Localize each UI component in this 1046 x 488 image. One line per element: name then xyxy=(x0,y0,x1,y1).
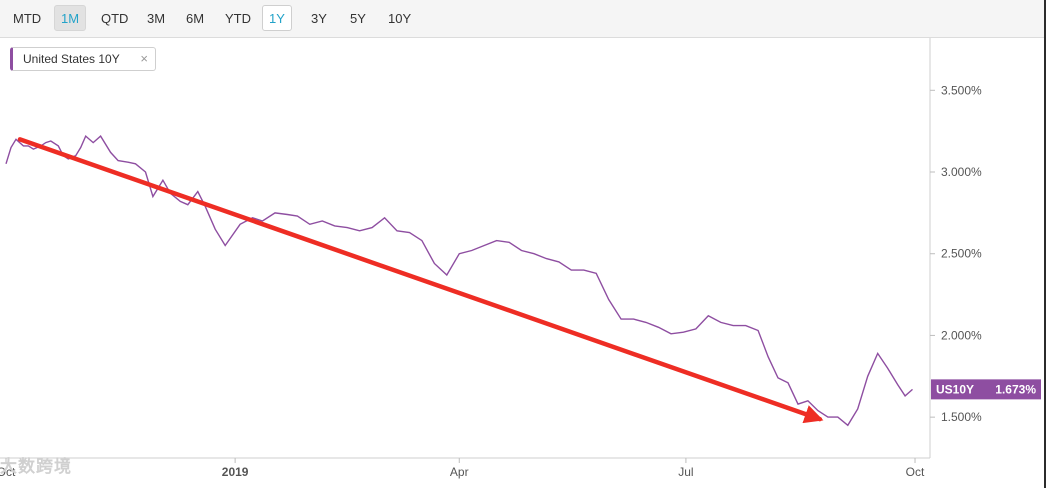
panel-right-border xyxy=(1044,0,1046,488)
x-tick-label: Apr xyxy=(450,465,469,479)
series-line-us10y xyxy=(5,134,913,427)
y-tick-label: 2.500% xyxy=(941,247,982,261)
x-tick-label: Jul xyxy=(678,465,693,479)
last-value-symbol: US10Y xyxy=(936,382,974,396)
range-button-3m[interactable]: 3M xyxy=(147,11,166,26)
last-value-tag-background xyxy=(931,379,1041,400)
range-button-mtd[interactable]: MTD xyxy=(13,11,42,26)
y-tick-label: 2.000% xyxy=(941,328,982,342)
y-tick-label: 1.500% xyxy=(941,410,982,424)
x-tick-label: Oct xyxy=(0,465,16,479)
y-tick-label: 3.000% xyxy=(941,165,982,179)
watermark-text: 大数跨境 xyxy=(0,457,72,476)
range-toolbar: MTD 1M QTD 3M 6M YTD 1Y 3Y 5Y 10Y xyxy=(0,0,1046,38)
close-icon[interactable]: × xyxy=(140,51,148,66)
x-tick-label: 2019 xyxy=(222,465,249,479)
series-legend-label: United States 10Y xyxy=(23,52,120,66)
range-button-ytd[interactable]: YTD xyxy=(225,11,251,26)
range-button-1y[interactable]: 1Y xyxy=(262,5,292,31)
range-button-qtd[interactable]: QTD xyxy=(101,11,129,26)
range-button-6m[interactable]: 6M xyxy=(186,11,205,26)
last-value-number: 1.673% xyxy=(995,382,1036,396)
x-tick-label: Oct xyxy=(906,465,925,479)
y-tick-label: 3.500% xyxy=(941,83,982,97)
range-button-3y[interactable]: 3Y xyxy=(311,11,327,26)
series-legend-chip[interactable]: United States 10Y × xyxy=(10,47,156,71)
range-button-10y[interactable]: 10Y xyxy=(388,11,412,26)
last-value-tag: US10Y 1.673% xyxy=(931,379,1041,400)
trend-arrow xyxy=(17,137,824,424)
range-button-5y[interactable]: 5Y xyxy=(350,11,366,26)
range-button-1m[interactable]: 1M xyxy=(54,5,87,31)
